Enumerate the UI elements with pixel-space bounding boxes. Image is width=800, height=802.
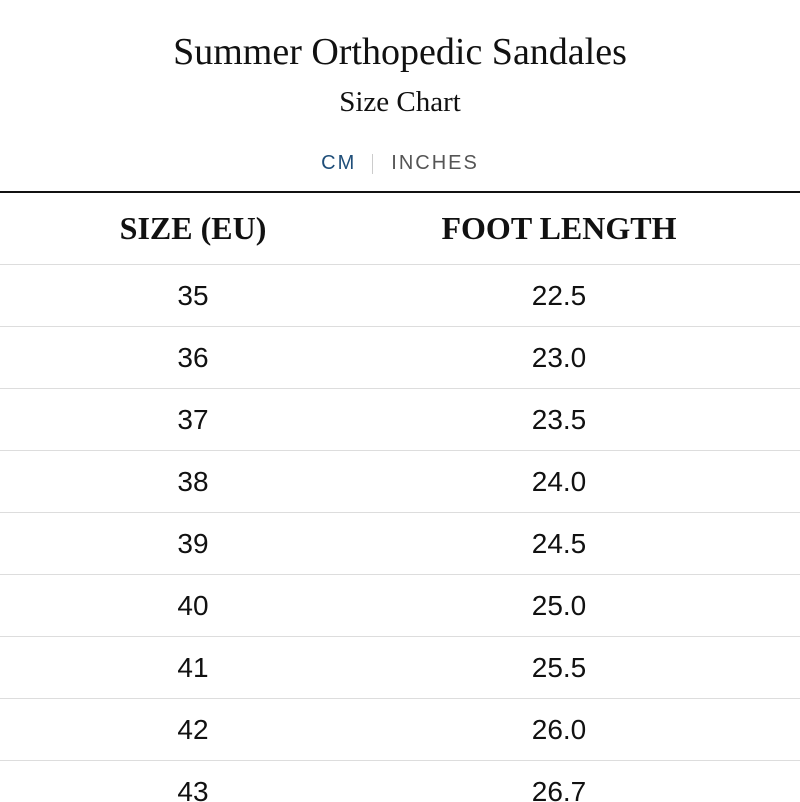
table-cell: 24.5 bbox=[386, 528, 732, 560]
table-cell: 41 bbox=[0, 652, 386, 684]
separator bbox=[372, 154, 373, 174]
table-cell: 40 bbox=[0, 590, 386, 622]
table-cell: 38 bbox=[0, 466, 386, 498]
table-cell: 23.5 bbox=[386, 404, 732, 436]
header-row: SIZE (EU)FOOT LENGTH bbox=[0, 193, 800, 265]
table-cell: 24.0 bbox=[386, 466, 732, 498]
table-cell: 25.0 bbox=[386, 590, 732, 622]
table-cell: 39 bbox=[0, 528, 386, 560]
unit-tab[interactable]: CM bbox=[321, 152, 356, 175]
table-cell: 26.7 bbox=[386, 776, 732, 802]
subtitle: Size Chart bbox=[0, 86, 800, 119]
table-cell: 23.0 bbox=[386, 342, 732, 374]
table-cell: 42 bbox=[0, 714, 386, 746]
table-cell: 26.0 bbox=[386, 714, 732, 746]
table-cell: 37 bbox=[0, 404, 386, 436]
table-cell: 43 bbox=[0, 776, 386, 802]
table-cell: 22.5 bbox=[386, 280, 732, 312]
column-header: SIZE (EU) bbox=[0, 210, 386, 247]
table-cell: 35 bbox=[0, 280, 386, 312]
unit-tab[interactable]: INCHES bbox=[391, 152, 479, 175]
column-header: FOOT LENGTH bbox=[386, 210, 732, 247]
table-cell: 36 bbox=[0, 342, 386, 374]
unit-tabs: CM INCHES bbox=[0, 152, 800, 175]
title: Summer Orthopedic Sandales bbox=[0, 30, 800, 74]
table-cell: 25.5 bbox=[386, 652, 732, 684]
